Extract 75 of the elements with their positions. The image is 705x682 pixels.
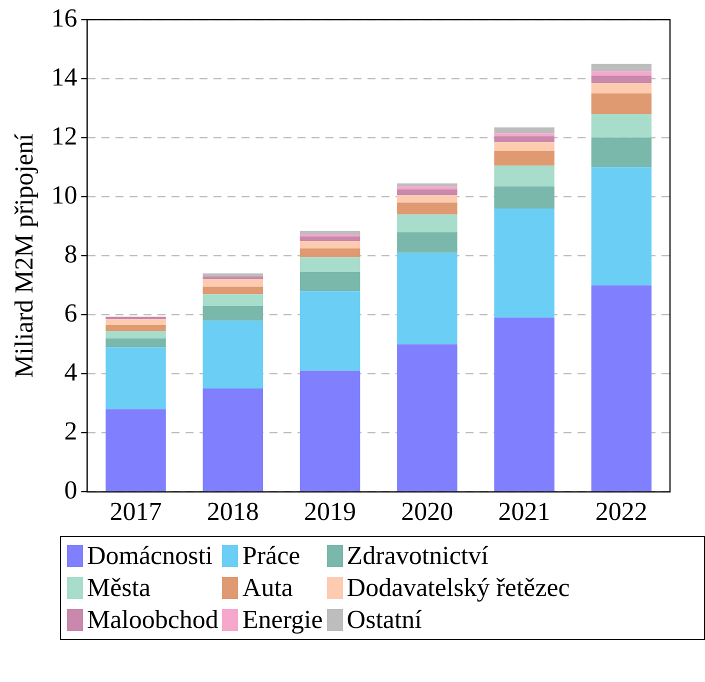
bar bbox=[397, 344, 458, 492]
bar bbox=[202, 294, 264, 306]
bar bbox=[202, 388, 264, 492]
y-tick-label: 2 bbox=[64, 416, 78, 446]
bar bbox=[591, 138, 652, 168]
x-tick-label: 2022 bbox=[595, 497, 648, 526]
bar bbox=[106, 338, 166, 348]
bar bbox=[300, 272, 360, 292]
bar bbox=[494, 142, 554, 151]
legend-label: Auta bbox=[242, 573, 293, 603]
bar bbox=[202, 276, 264, 280]
bar bbox=[591, 167, 652, 286]
y-tick-label: 10 bbox=[51, 180, 78, 210]
legend-label: Energie bbox=[242, 605, 323, 635]
legend-label: Zdravotnictví bbox=[346, 541, 488, 571]
y-tick-label: 16 bbox=[51, 3, 78, 32]
bar bbox=[591, 93, 652, 114]
legend-label: Města bbox=[87, 573, 151, 603]
bar bbox=[300, 291, 360, 371]
legend-label: Ostatní bbox=[346, 605, 422, 635]
bar bbox=[591, 114, 652, 138]
bar bbox=[591, 83, 652, 94]
legend-label: Maloobchod bbox=[87, 605, 218, 635]
y-tick-label: 14 bbox=[51, 62, 78, 92]
bar bbox=[591, 76, 652, 84]
bar bbox=[494, 166, 554, 186]
bar bbox=[300, 234, 360, 237]
x-tick-label: 2019 bbox=[304, 497, 356, 526]
bar bbox=[106, 347, 166, 410]
legend-label: Domácnosti bbox=[87, 541, 213, 571]
bar bbox=[300, 370, 360, 492]
bar bbox=[494, 318, 554, 492]
bar bbox=[300, 236, 360, 241]
bar bbox=[300, 240, 360, 248]
bar bbox=[494, 133, 554, 136]
bar bbox=[300, 257, 360, 272]
bar bbox=[397, 189, 458, 196]
y-tick-label: 4 bbox=[64, 358, 78, 387]
y-tick-label: 8 bbox=[64, 240, 78, 269]
bar bbox=[202, 306, 264, 321]
bar bbox=[300, 230, 360, 234]
bar bbox=[106, 319, 166, 326]
bar bbox=[397, 214, 458, 232]
y-tick-label: 6 bbox=[64, 298, 78, 328]
bar bbox=[397, 252, 458, 344]
bar bbox=[591, 71, 652, 76]
bar bbox=[494, 127, 554, 134]
bar bbox=[494, 150, 554, 166]
bar bbox=[202, 279, 264, 287]
y-tick-label: 0 bbox=[64, 476, 78, 505]
bar bbox=[591, 285, 652, 492]
bar bbox=[494, 186, 554, 208]
bar bbox=[494, 208, 554, 318]
bar bbox=[397, 232, 458, 253]
bar bbox=[397, 195, 458, 203]
bar bbox=[397, 186, 458, 190]
bar bbox=[494, 136, 554, 142]
x-tick-label: 2017 bbox=[110, 497, 162, 526]
legend-label: Dodavatelský řetězec bbox=[346, 573, 570, 603]
y-axis-title: Miliard M2M připojení bbox=[9, 134, 38, 378]
legend-label: Práce bbox=[242, 541, 300, 571]
bar bbox=[106, 330, 166, 338]
y-tick-label: 12 bbox=[51, 121, 78, 150]
bar bbox=[202, 320, 264, 389]
x-tick-label: 2018 bbox=[206, 497, 259, 526]
bar bbox=[397, 183, 458, 186]
bar bbox=[591, 64, 652, 72]
bar bbox=[300, 248, 360, 258]
x-tick-label: 2021 bbox=[498, 497, 550, 526]
bar bbox=[397, 202, 458, 214]
bar bbox=[202, 273, 264, 276]
bar bbox=[202, 286, 264, 294]
bar bbox=[106, 409, 166, 492]
x-tick-label: 2020 bbox=[401, 497, 454, 526]
bar bbox=[106, 325, 166, 331]
